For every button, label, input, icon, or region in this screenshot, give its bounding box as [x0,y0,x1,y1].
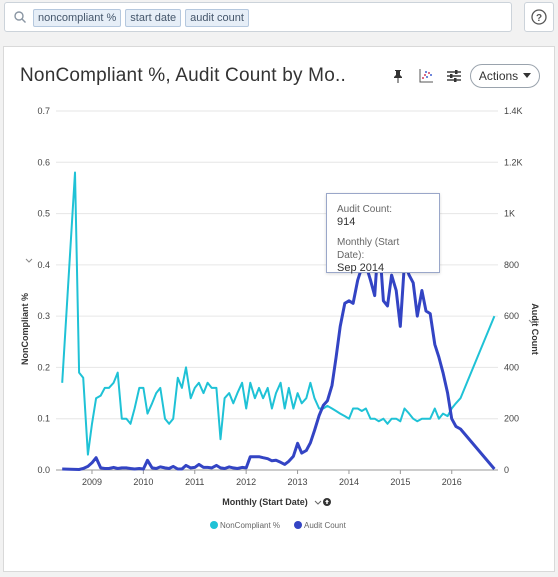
svg-text:Audit Count: Audit Count [304,521,347,530]
x-axis-ticks: 2009 2010 2011 2012 2013 2014 2015 2016 [82,470,462,487]
x-axis-title[interactable]: Monthly (Start Date) [222,497,308,507]
actions-label: Actions [478,69,519,83]
pin-icon[interactable] [389,67,407,85]
x-tick-label: 2012 [236,477,256,487]
search-icon [14,11,26,23]
search-bar[interactable]: noncompliant % start date audit count [4,2,512,32]
help-button[interactable]: ? [524,2,554,32]
y-left-tick-label: 0.4 [37,260,50,270]
y-right-chevron-icon[interactable] [528,319,536,324]
tooltip-x-label: Monthly (Start Date): [337,237,400,261]
y-right-tick-label: 600 [504,311,519,321]
x-tick-label: 2010 [133,477,153,487]
x-tick-label: 2014 [339,477,359,487]
x-axis-chevron-icon[interactable] [314,500,322,505]
actions-button[interactable]: Actions [470,64,540,88]
chart-grid [56,110,498,471]
chart-card: NonCompliant %, Audit Count by Mo.. Acti… [3,46,555,572]
search-tokens: noncompliant % start date audit count [33,9,249,27]
x-tick-label: 2013 [288,477,308,487]
search-token[interactable]: audit count [185,9,249,27]
tooltip-series-label: Audit Count: [337,204,393,215]
settings-sliders-icon[interactable] [445,67,463,85]
help-icon: ? [531,9,547,25]
left-axis-ticks: 0.0 0.1 0.2 0.3 0.4 0.5 0.6 0.7 [37,106,50,475]
legend: NonCompliant % Audit Count [210,521,347,530]
tooltip-x-value: Sep 2014 [337,262,385,274]
y-axis-right-label: Audit Count [530,303,540,354]
y-right-tick-label: 1K [504,209,515,219]
x-axis-label: Monthly (Start Date) [222,497,308,507]
legend-item-audit-count[interactable]: Audit Count [294,521,347,530]
y-right-tick-label: 1.4K [504,106,523,116]
y-left-tick-label: 0.1 [37,414,50,424]
x-tick-label: 2016 [442,477,462,487]
y-left-tick-label: 0.3 [37,311,50,321]
x-tick-label: 2009 [82,477,102,487]
series-lines [61,171,496,471]
x-tick-label: 2011 [185,477,204,487]
series-line-noncompliant[interactable] [61,171,496,456]
y-left-tick-label: 0.5 [37,209,50,219]
svg-text:?: ? [536,13,542,24]
series-line-audit-count[interactable] [62,234,496,471]
y-right-tick-label: 400 [504,362,519,372]
chart: 0.0 0.1 0.2 0.3 0.4 0.5 0.6 0.7 0 200 400 600 800 1K… [20,106,540,530]
y-left-tick-label: 0.7 [37,106,50,116]
y-axis-left-label: NonCompliant % [20,293,30,365]
search-token[interactable]: start date [125,9,182,27]
y-right-tick-label: 0 [504,465,509,475]
tooltip-series-value: 914 [337,216,356,228]
y-left-tick-label: 0.6 [37,157,50,167]
x-tick-label: 2015 [390,477,410,487]
svg-text:NonCompliant %: NonCompliant % [220,521,280,530]
y-left-tick-label: 0.2 [37,362,50,372]
search-token[interactable]: noncompliant % [33,9,122,27]
sort-up-icon[interactable] [323,498,331,506]
chart-title: NonCompliant %, Audit Count by Mo.. [20,65,346,86]
legend-item-noncompliant[interactable]: NonCompliant % [210,521,280,530]
y-right-tick-label: 1.2K [504,157,523,167]
y-left-tick-label: 0.0 [37,465,50,475]
y-left-chevron-icon[interactable] [25,258,33,263]
chart-tooltip: Audit Count: 914 Monthly (Start Date): S… [326,193,440,274]
right-axis-ticks: 0 200 400 600 800 1K 1.2K 1.4K [504,106,523,475]
chart-type-icon[interactable] [417,67,435,85]
y-right-tick-label: 800 [504,260,519,270]
y-right-tick-label: 200 [504,414,519,424]
caret-down-icon [523,73,532,78]
